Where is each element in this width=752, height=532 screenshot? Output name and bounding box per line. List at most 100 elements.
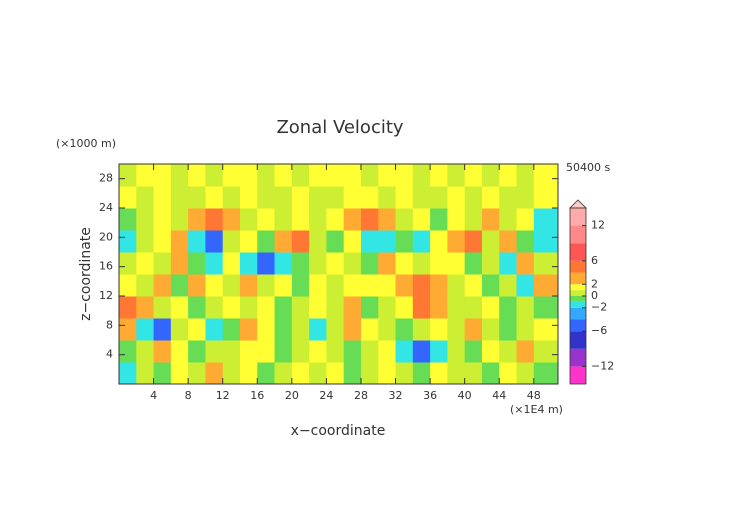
field-cell (239, 186, 258, 209)
plot-frame (118, 163, 559, 385)
field-cell (239, 164, 258, 187)
field-cell (481, 252, 500, 275)
field-cell (136, 252, 155, 275)
field-cell (360, 230, 379, 253)
field-cell (119, 208, 137, 231)
field-cell (447, 186, 466, 209)
x-tick-label: 32 (389, 389, 403, 402)
field-cell (136, 186, 155, 209)
field-cell (533, 208, 559, 231)
field-cell (412, 340, 431, 363)
colorbar-band (570, 331, 586, 349)
field-cell (430, 186, 448, 209)
field-cell (309, 252, 327, 275)
field-cell (291, 340, 310, 363)
field-cell (309, 362, 327, 385)
field-cell (343, 318, 362, 341)
field-cell (136, 340, 155, 363)
field-cell (481, 296, 500, 319)
field-cell (170, 296, 189, 319)
field-cell (170, 186, 189, 209)
colorbar-extend (569, 199, 587, 209)
field-cell (153, 164, 172, 187)
colorbar-band (570, 348, 586, 367)
field-cell (378, 296, 397, 319)
field-cell (136, 164, 155, 187)
x-axis-label: x−coordinate (291, 423, 386, 439)
field-cell (360, 274, 379, 297)
field-cell (274, 164, 293, 187)
field-cell (291, 274, 310, 297)
field-cell (309, 164, 327, 187)
colorbar-band (570, 307, 586, 320)
field-cell (378, 230, 397, 253)
field-cell (447, 318, 466, 341)
x-tick-label: 24 (319, 389, 333, 402)
field-cell (326, 208, 345, 231)
field-cell (499, 318, 518, 341)
field-cell (188, 186, 206, 209)
field-cell (447, 274, 466, 297)
field-cell (170, 208, 189, 231)
field-cell (343, 208, 362, 231)
field-cell (170, 230, 189, 253)
field-cell (136, 230, 155, 253)
field-cell (309, 186, 327, 209)
field-cell (360, 252, 379, 275)
x-tick-label: 44 (492, 389, 506, 402)
field-cell (378, 362, 397, 385)
colorbar-band (570, 272, 586, 285)
colorbar-tick-label: 6 (591, 254, 598, 267)
field-cell (222, 252, 241, 275)
field-cell (343, 230, 362, 253)
field-cell (516, 230, 535, 253)
field-cell (326, 164, 345, 187)
field-cell (170, 340, 189, 363)
field-cell (447, 296, 466, 319)
field-cell (257, 230, 276, 253)
y-tick-label: 28 (99, 172, 113, 185)
field-cell (499, 340, 518, 363)
field-cell (360, 318, 379, 341)
field-cell (274, 362, 293, 385)
field-cell (205, 296, 224, 319)
x-tick-label: 36 (423, 389, 437, 402)
field-cell (239, 362, 258, 385)
x-tick-label: 20 (285, 389, 299, 402)
field-cell (274, 274, 293, 297)
field-cell (378, 318, 397, 341)
field-cell (188, 296, 206, 319)
field-cell (395, 164, 414, 187)
field-cell (291, 208, 310, 231)
colorbar-tick-label: −2 (591, 301, 607, 314)
field-cell (395, 340, 414, 363)
field-cell (395, 208, 414, 231)
field-cell (447, 230, 466, 253)
field-cell (447, 340, 466, 363)
field-cell (257, 340, 276, 363)
field-cell (170, 274, 189, 297)
field-cell (499, 230, 518, 253)
field-cell (257, 164, 276, 187)
field-cell (395, 318, 414, 341)
field-cell (395, 230, 414, 253)
field-cell (481, 186, 500, 209)
field-cell (291, 164, 310, 187)
field-cell (430, 208, 448, 231)
field-cell (188, 230, 206, 253)
field-cell (412, 208, 431, 231)
field-cell (430, 340, 448, 363)
colorbar-tick-label: 0 (591, 289, 598, 302)
colorbar-band (570, 243, 586, 261)
field-cell (447, 208, 466, 231)
field-cell (136, 318, 155, 341)
field-cell (291, 186, 310, 209)
field-cell (464, 186, 483, 209)
field-cell (326, 186, 345, 209)
field-cell (119, 164, 137, 187)
field-cell (499, 362, 518, 385)
field-cell (412, 296, 431, 319)
field-cell (412, 274, 431, 297)
field-cell (153, 274, 172, 297)
field-cell (274, 318, 293, 341)
